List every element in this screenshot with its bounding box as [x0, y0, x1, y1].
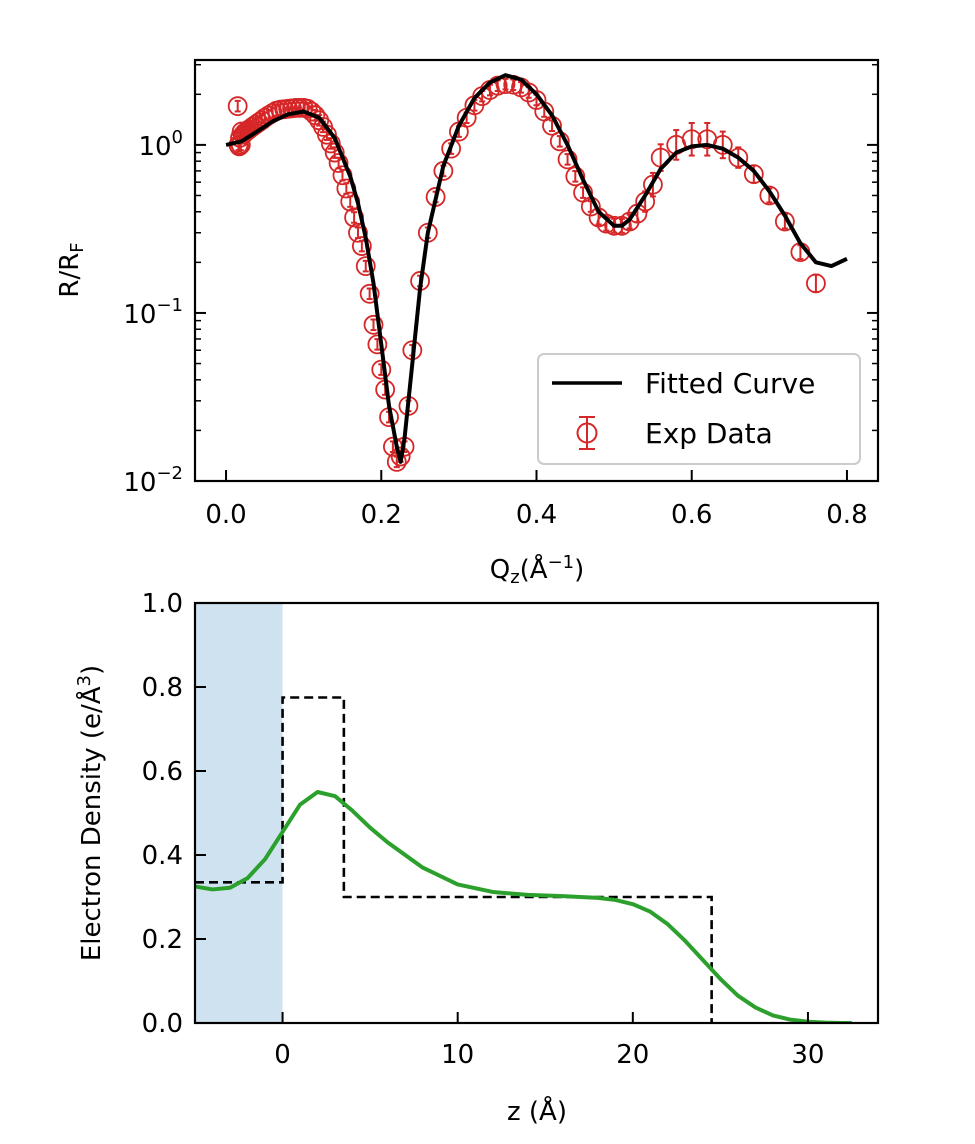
reflectivity-ticks: 0.0 0.2 0.4 0.6 0.8 100 10−1 10−2 [123, 63, 878, 530]
exp-data-point [643, 171, 663, 198]
exp-data-point [806, 273, 826, 294]
electron-density-line [195, 790, 852, 1023]
legend: Fitted Curve Exp Data [537, 353, 861, 465]
legend-exp-data-swatch [576, 416, 598, 450]
density-plot-area [195, 603, 852, 1023]
y-tick-label: 10−2 [123, 463, 183, 498]
exp-data-point [355, 256, 376, 277]
x-tick-label: 0 [274, 1040, 291, 1070]
y-tick-label: 10−1 [123, 295, 183, 330]
y-tick-label: 0.8 [142, 673, 183, 703]
box-model-line [195, 696, 713, 1023]
x-tick-label: 0.6 [671, 500, 712, 530]
fitted-curve-line [225, 73, 848, 464]
y-tick-label: 0.0 [142, 1009, 183, 1039]
substrate-shaded-region [195, 603, 283, 1023]
x-tick-label: 30 [791, 1040, 824, 1070]
reflectivity-plot-area [225, 73, 848, 472]
density-y-axis-label: Electron Density (e/Å3) [74, 665, 107, 961]
density-axes-frame [193, 601, 880, 1025]
reflectivity-x-axis-label: Qz(Å−1) [490, 552, 585, 588]
reflectivity-panel: 0.0 0.2 0.4 0.6 0.8 100 10−1 10−2 Fitted Curve … [55, 58, 880, 588]
y-tick-label: 0.2 [142, 925, 183, 955]
x-tick-label: 0.8 [826, 500, 867, 530]
exp-data-point [227, 96, 248, 117]
y-tick-label: 1.0 [142, 589, 183, 619]
density-panel: 0 10 20 30 0.0 0.2 0.4 0.6 0.8 1.0 z (Å) Electron… [74, 589, 880, 1127]
x-tick-label: 0.2 [361, 500, 402, 530]
y-tick-label: 0.4 [142, 841, 183, 871]
y-tick-label: 0.6 [142, 757, 183, 787]
density-ticks: 0 10 20 30 0.0 0.2 0.4 0.6 0.8 1.0 [142, 589, 825, 1070]
y-tick-label: 100 [138, 127, 183, 162]
density-x-axis-label: z (Å) [507, 1095, 567, 1127]
x-tick-label: 10 [441, 1040, 474, 1070]
legend-exp-data-label: Exp Data [645, 417, 773, 450]
x-tick-label: 0.4 [516, 500, 557, 530]
reflectivity-y-axis-label: R/RF [55, 242, 88, 297]
exp-data-point [351, 236, 372, 256]
exp-data-point [371, 359, 392, 380]
x-tick-label: 20 [616, 1040, 649, 1070]
exp-data-point [363, 314, 384, 335]
exp-data-point [348, 222, 368, 243]
x-tick-label: 0.0 [205, 500, 246, 530]
legend-fitted-curve-label: Fitted Curve [645, 367, 815, 400]
exp-data-point [359, 283, 380, 304]
